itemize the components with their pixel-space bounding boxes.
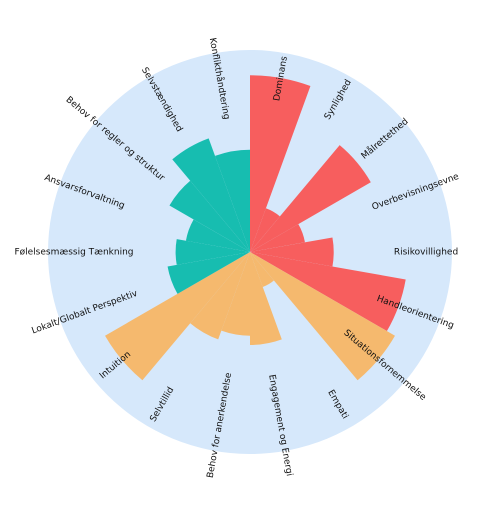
bar-16: [169, 180, 250, 252]
bar-5: [250, 237, 334, 267]
bar-18: [215, 149, 250, 252]
bar-10: [221, 252, 250, 336]
category-label: Risikovillighed: [394, 248, 458, 258]
bar-8: [250, 252, 274, 287]
bar-17: [172, 138, 250, 252]
bar-2: [250, 208, 280, 252]
bar-9: [250, 252, 282, 345]
bar-1: [250, 75, 311, 252]
category-label: Følelsesmæssig Tænkning: [14, 248, 133, 258]
bar-4: [250, 224, 305, 252]
bars-group: [105, 75, 406, 381]
bar-7: [250, 252, 395, 381]
bar-3: [250, 145, 371, 252]
bar-6: [250, 252, 406, 332]
bar-12: [105, 252, 250, 381]
bar-15: [185, 219, 250, 252]
bar-14: [175, 239, 250, 265]
bar-11: [190, 252, 250, 340]
bar-13: [167, 252, 250, 294]
